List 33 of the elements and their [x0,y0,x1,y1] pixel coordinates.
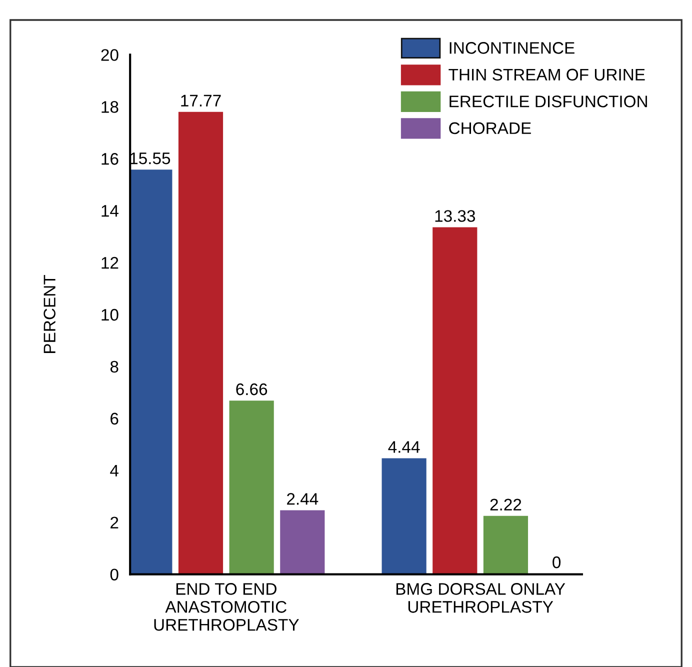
y-tick-label: 2 [110,516,118,528]
bar [432,227,478,574]
x-tick-label: END TO END ANASTOMOTIC URETHROPLASTY [154,583,299,631]
y-tick-label: 10 [102,308,118,321]
bar [229,400,274,574]
bar [280,510,325,574]
bar [382,458,426,574]
data-label: 2.22 [490,498,522,510]
y-axis-title: PERCENT [44,275,56,353]
y-tick-label: 18 [102,101,118,113]
legend-label: INCONTINENCE [450,42,574,54]
y-tick-label: 8 [110,360,118,373]
y-tick-label: 4 [110,464,118,476]
y-tick-label: 20 [101,49,118,61]
y-tick-label: 12 [102,256,118,269]
legend-label: CHORADE [449,122,531,134]
y-tick-label: 16 [102,153,118,165]
y-tick-label: 14 [102,205,118,217]
data-label: 6.66 [236,383,268,396]
y-tick-label: 6 [110,412,118,425]
bar [483,516,528,574]
bar [130,170,172,574]
legend-label: ERECTILE DISFUNCTION [450,96,647,108]
data-label: 2.44 [287,493,318,505]
x-tick-label: BMG DORSAL ONLAY URETHROPLASTY [396,583,566,613]
data-label: 13.33 [435,210,476,222]
data-label: 0 [552,556,561,568]
bar [178,112,224,574]
data-label: 4.44 [388,441,420,453]
data-label: 17.77 [181,94,221,106]
y-tick-label: 0 [110,568,118,580]
legend-label: THIN STREAM OF URINE [448,68,645,81]
data-label: 15.55 [130,152,170,164]
